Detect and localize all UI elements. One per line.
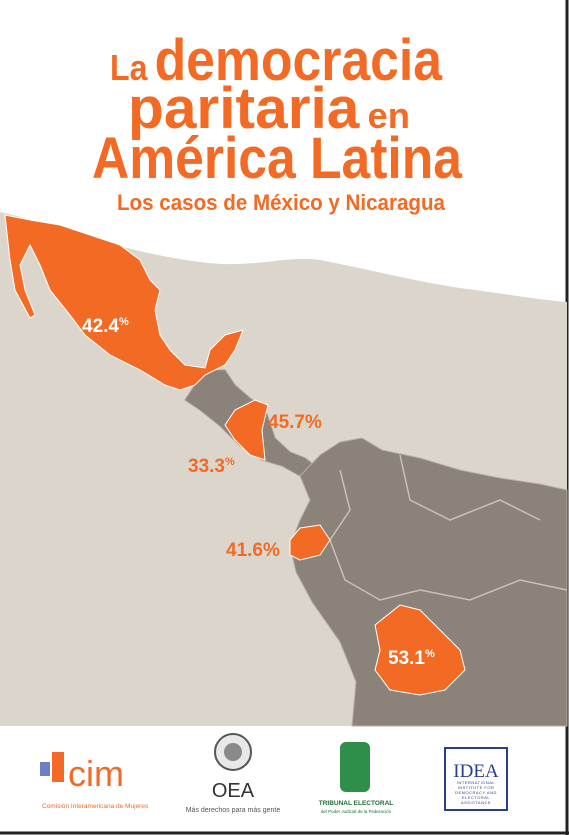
- label-number: 33.3: [188, 456, 225, 477]
- logo-frame: [444, 747, 508, 811]
- logo-caption-box: INTERNATIONAL INSTITUTE FOR DEMOCRACY AN…: [455, 780, 497, 805]
- label-unit: %: [263, 540, 280, 561]
- map-label: 41.6%: [226, 540, 280, 561]
- logo-name: OEA: [212, 780, 255, 802]
- title-line: América Latina: [92, 126, 463, 191]
- cim-logo: cim Comisión Interamericana de Mujeres: [40, 752, 149, 810]
- logo-caption: Comisión Interamericana de Mujeres: [42, 803, 149, 810]
- label-number: 42.4: [82, 316, 119, 337]
- logo-name: TRIBUNAL ELECTORAL: [319, 800, 394, 807]
- logo-caption: INTERNATIONAL INSTITUTE FOR DEMOCRACY AN…: [455, 780, 497, 805]
- border: [399, 454, 541, 521]
- label-number: 53.1: [388, 648, 425, 669]
- title-line: Lademocracia: [110, 28, 443, 93]
- ecuador: [289, 524, 331, 561]
- title-word: democracia: [155, 28, 443, 93]
- bolivia: [374, 604, 466, 696]
- border: [329, 469, 568, 601]
- map-label: 45.7%: [268, 412, 322, 433]
- label-number: 45.7: [268, 412, 305, 433]
- logo-caption: del Poder Judicial de la Federación: [321, 809, 392, 814]
- title-word: La: [110, 47, 148, 88]
- map-label: 33.3%: [188, 456, 235, 477]
- logo-mark: [40, 762, 50, 776]
- map-label: 42.4%: [82, 316, 129, 337]
- label-unit: %: [119, 316, 129, 328]
- title-word: paritaria: [128, 76, 360, 141]
- logo-caption: Más derechos para más gente: [186, 807, 281, 814]
- label-unit: %: [425, 648, 435, 660]
- title-line: paritaria en: [128, 76, 410, 141]
- map-label: 53.1%: [388, 648, 435, 669]
- oea-logo: OEA Más derechos para más gente: [186, 733, 281, 814]
- label-number: 41.6: [226, 540, 263, 561]
- subtitle: Los casos de México y Nicaragua: [117, 190, 446, 215]
- mexico: [4, 214, 244, 391]
- title-word: en: [368, 95, 410, 136]
- tribunal-logo: TRIBUNAL ELECTORAL del Poder Judicial de…: [319, 742, 394, 814]
- logo-mark: [340, 742, 370, 792]
- logo-name: IDEA: [453, 761, 499, 782]
- nicaragua: [224, 399, 269, 461]
- logo-mark: [52, 752, 64, 782]
- idea-logo: IDEA INTERNATIONAL INSTITUTE FOR DEMOCRA…: [444, 747, 508, 811]
- logo-name: cim: [68, 753, 124, 794]
- logo-mark: [224, 743, 242, 761]
- label-unit: %: [305, 412, 322, 433]
- label-unit: %: [225, 456, 235, 468]
